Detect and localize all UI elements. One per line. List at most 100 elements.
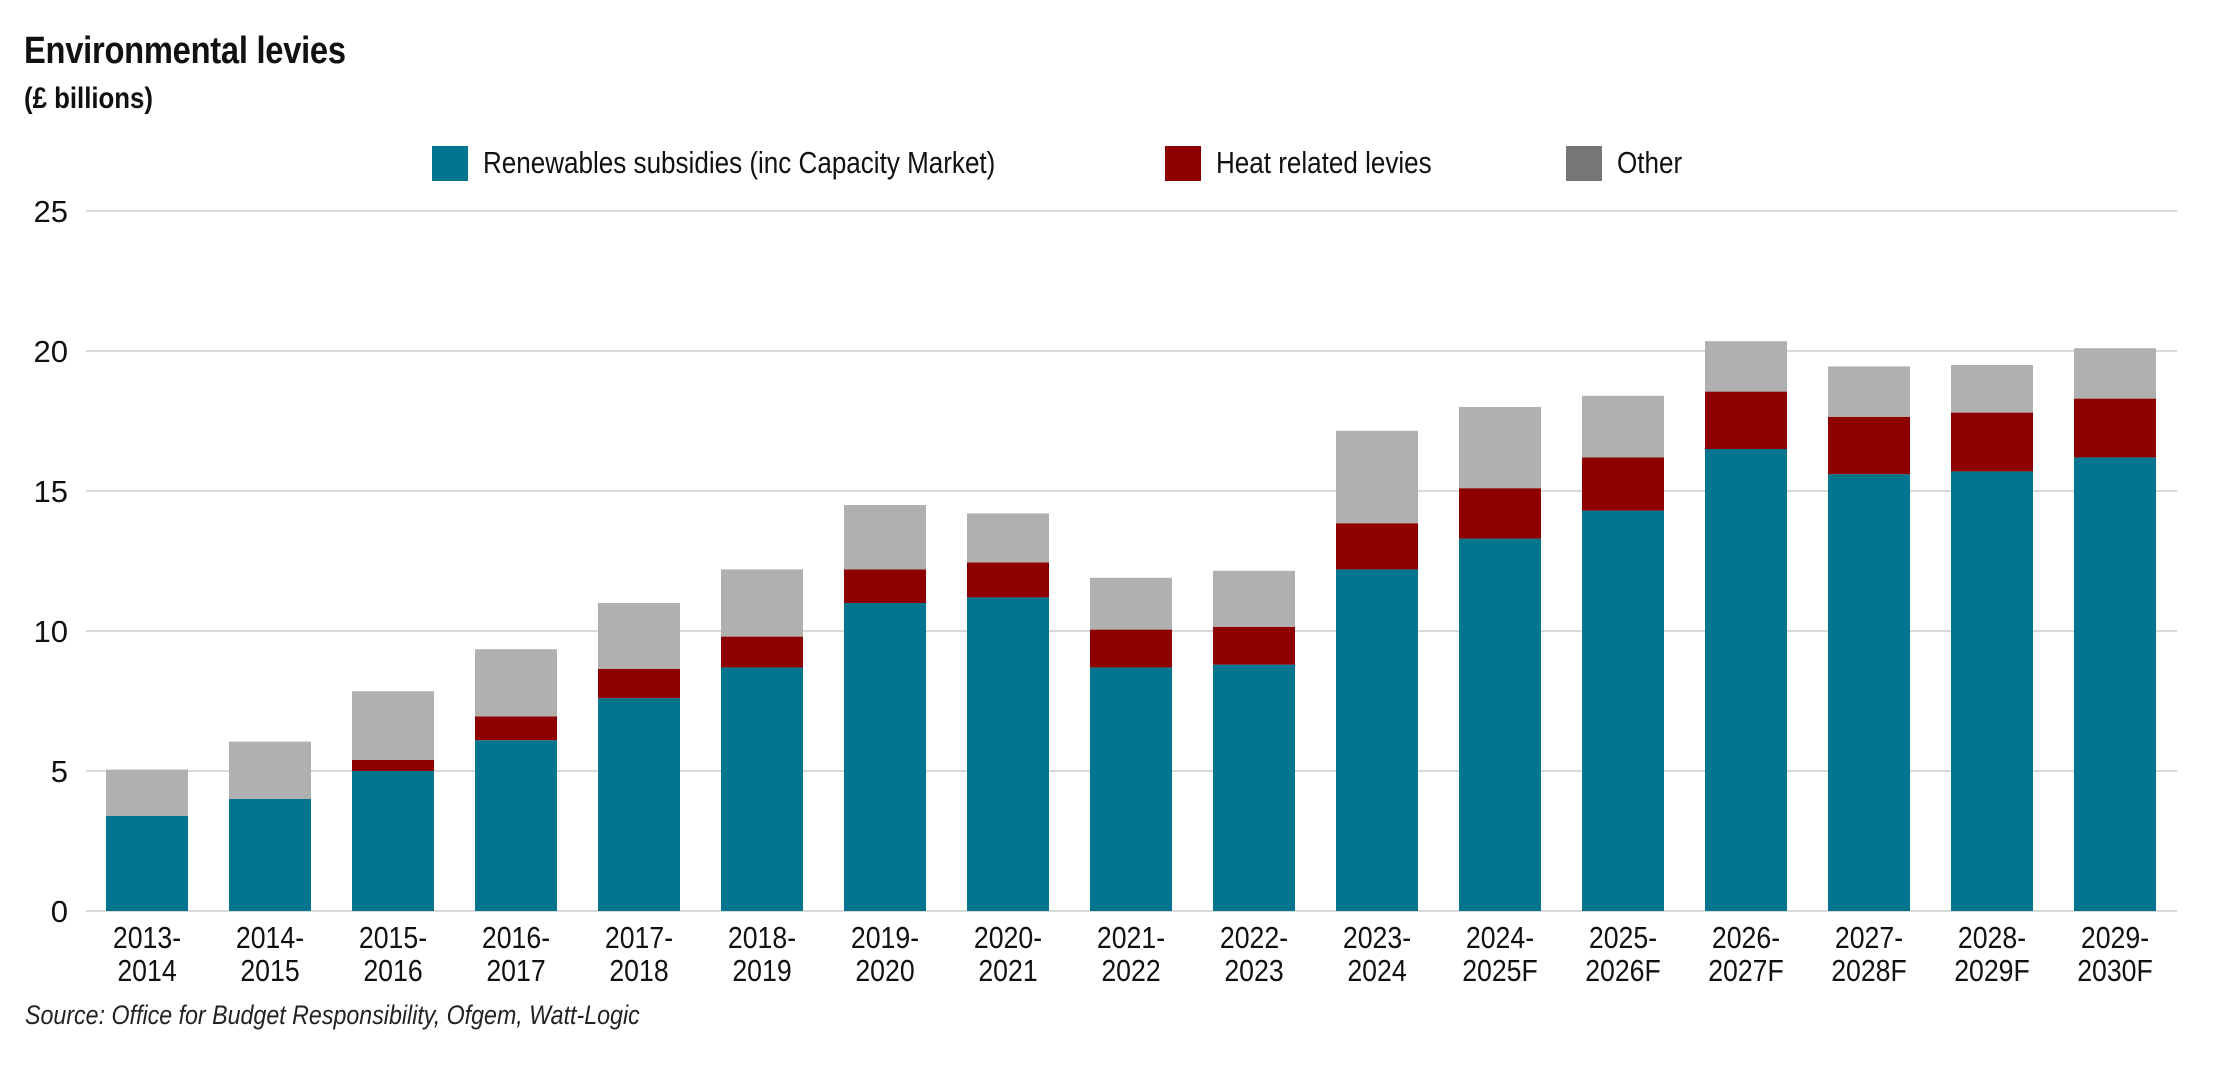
legend-label-other: Other — [1617, 145, 1683, 180]
x-tick-label-3-line1: 2016- — [482, 921, 550, 955]
bar-segment-other-1 — [229, 741, 311, 799]
bar-segment-heat-11 — [1459, 488, 1541, 539]
bar-segment-other-12 — [1582, 395, 1664, 458]
bar-segment-other-7 — [967, 513, 1049, 563]
bar-segment-other-13 — [1705, 341, 1787, 392]
bar-segment-renewables-15 — [1951, 471, 2033, 911]
x-axis-labels: 2013-2014 2014-2015 2015-2016 2016-2017 2017… — [113, 921, 2153, 988]
x-tick-label-15-line1: 2028- — [1958, 921, 2026, 955]
bar-segment-renewables-0 — [106, 815, 188, 911]
bar-segment-renewables-16 — [2074, 457, 2156, 911]
bar-segment-other-2 — [352, 691, 434, 760]
x-tick-label-0-line2: 2014 — [117, 954, 176, 988]
x-tick-label-9-line1: 2022- — [1220, 921, 1288, 955]
bar-segment-heat-2 — [352, 759, 434, 771]
bar-segment-renewables-3 — [475, 740, 557, 911]
x-tick-label-12-line2: 2026F — [1585, 954, 1661, 988]
legend-swatch-heat — [1165, 145, 1201, 181]
bar-segment-other-15 — [1951, 365, 2033, 413]
bar-segment-heat-8 — [1090, 629, 1172, 668]
x-tick-label-15-line2: 2029F — [1954, 954, 2030, 988]
source-note: Source: Office for Budget Responsibility… — [25, 1000, 640, 1030]
bar-segment-renewables-1 — [229, 799, 311, 911]
legend-item-other: Other — [1566, 145, 1695, 181]
bar-segment-heat-14 — [1828, 416, 1910, 475]
bar-segment-heat-5 — [721, 636, 803, 668]
bar-segment-renewables-13 — [1705, 449, 1787, 911]
x-tick-label-0-line1: 2013- — [113, 921, 181, 955]
x-tick-label-12-line1: 2025- — [1589, 921, 1657, 955]
bar-segment-renewables-12 — [1582, 510, 1664, 911]
bar-segment-other-3 — [475, 649, 557, 717]
x-tick-label-11-line1: 2024- — [1466, 921, 1534, 955]
legend-item-heat: Heat related levies — [1165, 145, 1473, 181]
x-tick-label-11-line2: 2025F — [1462, 954, 1538, 988]
bar-segment-heat-9 — [1213, 626, 1295, 665]
bar-segment-heat-4 — [598, 668, 680, 699]
x-tick-label-16-line1: 2029- — [2081, 921, 2149, 955]
x-tick-label-14-line1: 2027- — [1835, 921, 1903, 955]
bar-segment-other-9 — [1213, 570, 1295, 627]
x-tick-label-7-line2: 2021 — [978, 954, 1037, 988]
x-tick-label-10-line1: 2023- — [1343, 921, 1411, 955]
bar-segment-heat-10 — [1336, 523, 1418, 570]
legend-item-renewables: Renewables subsidies (inc Capacity Marke… — [432, 145, 1093, 181]
bar-segment-renewables-6 — [844, 603, 926, 911]
bars — [106, 341, 2156, 911]
bar-segment-other-14 — [1828, 366, 1910, 417]
bar-segment-other-4 — [598, 603, 680, 669]
bar-segment-heat-15 — [1951, 412, 2033, 472]
x-tick-label-14-line2: 2028F — [1831, 954, 1907, 988]
x-tick-label-8-line1: 2021- — [1097, 921, 1165, 955]
bar-segment-other-5 — [721, 569, 803, 637]
legend-label-heat: Heat related levies — [1216, 145, 1432, 180]
x-tick-label-16-line2: 2030F — [2077, 954, 2153, 988]
bar-segment-other-16 — [2074, 348, 2156, 399]
x-tick-label-10-line2: 2024 — [1347, 954, 1406, 988]
x-tick-label-13-line2: 2027F — [1708, 954, 1784, 988]
x-tick-label-5-line1: 2018- — [728, 921, 796, 955]
y-tick-label-0: 0 — [51, 894, 68, 929]
y-axis-ticks: 0 5 10 15 20 25 — [34, 194, 68, 929]
x-tick-label-2-line1: 2015- — [359, 921, 427, 955]
x-tick-label-1-line2: 2015 — [240, 954, 299, 988]
x-tick-label-6-line2: 2020 — [855, 954, 914, 988]
bar-segment-other-6 — [844, 505, 926, 570]
chart-subtitle: (£ billions) — [24, 82, 153, 115]
x-tick-label-1-line1: 2014- — [236, 921, 304, 955]
bar-segment-heat-7 — [967, 562, 1049, 598]
bar-segment-heat-16 — [2074, 398, 2156, 458]
y-tick-label-25: 25 — [34, 194, 68, 229]
bar-segment-other-10 — [1336, 430, 1418, 524]
legend-swatch-other — [1566, 145, 1602, 181]
x-tick-label-7-line1: 2020- — [974, 921, 1042, 955]
x-tick-label-3-line2: 2017 — [486, 954, 545, 988]
bar-segment-renewables-4 — [598, 698, 680, 911]
x-tick-label-13-line1: 2026- — [1712, 921, 1780, 955]
bar-segment-renewables-7 — [967, 597, 1049, 911]
bar-segment-other-11 — [1459, 407, 1541, 489]
x-tick-label-2-line2: 2016 — [363, 954, 422, 988]
bar-segment-renewables-8 — [1090, 667, 1172, 911]
y-tick-label-10: 10 — [34, 614, 68, 649]
x-tick-label-5-line2: 2019 — [732, 954, 791, 988]
y-tick-label-15: 15 — [34, 474, 68, 509]
x-tick-label-6-line1: 2019- — [851, 921, 919, 955]
bar-segment-renewables-11 — [1459, 538, 1541, 911]
bar-segment-renewables-5 — [721, 667, 803, 911]
bar-segment-heat-12 — [1582, 457, 1664, 511]
chart-title: Environmental levies — [24, 30, 346, 72]
bar-segment-renewables-10 — [1336, 569, 1418, 911]
bar-segment-other-8 — [1090, 577, 1172, 630]
bar-segment-heat-6 — [844, 569, 926, 603]
x-tick-label-4-line1: 2017- — [605, 921, 673, 955]
x-tick-label-8-line2: 2022 — [1101, 954, 1160, 988]
bar-segment-renewables-2 — [352, 771, 434, 911]
y-tick-label-5: 5 — [51, 754, 68, 789]
x-tick-label-4-line2: 2018 — [609, 954, 668, 988]
legend-swatch-renewables — [432, 145, 468, 181]
bar-segment-other-0 — [106, 769, 188, 816]
y-tick-label-20: 20 — [34, 334, 68, 369]
x-tick-label-9-line2: 2023 — [1224, 954, 1283, 988]
